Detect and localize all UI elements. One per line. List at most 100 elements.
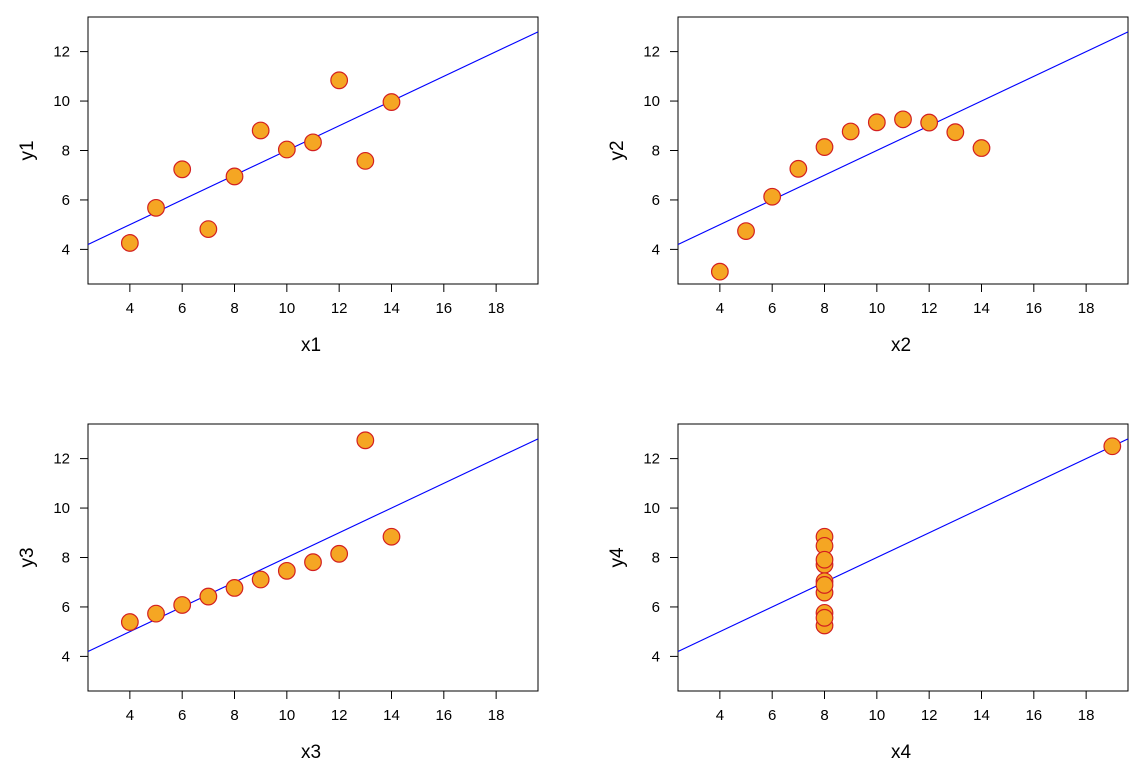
x-tick-label: 8 (230, 300, 238, 317)
data-point (894, 110, 912, 129)
plot-frame (677, 16, 1129, 285)
data-point (815, 608, 834, 627)
x-tick-label: 14 (973, 300, 990, 317)
y-tick-label: 4 (652, 241, 660, 258)
data-point (304, 133, 322, 152)
x-axis-label: x3 (301, 742, 321, 763)
data-point (251, 570, 270, 589)
data-point (789, 159, 808, 178)
y-tick-label: 12 (643, 44, 660, 61)
x-tick-label: 6 (768, 300, 776, 317)
x-tick-label: 18 (1078, 300, 1095, 317)
y-tick-label: 8 (652, 550, 660, 567)
y-tick-label: 8 (652, 143, 660, 160)
x-tick-label: 10 (278, 707, 295, 724)
data-point (120, 234, 139, 252)
data-point (120, 613, 139, 631)
y-tick-label: 6 (62, 599, 70, 616)
data-point (173, 596, 192, 614)
y-tick-label: 6 (652, 599, 660, 616)
data-point (815, 576, 834, 594)
data-point (737, 222, 755, 240)
scatter-panel-3: 4 6 8 10 12 14 16 18 4 6 8 10 12 x3 y3 (17, 423, 539, 763)
data-point (382, 527, 401, 546)
x-tick-label: 18 (1078, 707, 1095, 724)
y-tick-label: 6 (62, 192, 70, 209)
x-tick-label: 18 (488, 707, 505, 724)
data-point (841, 122, 860, 141)
y-tick-label: 12 (53, 451, 70, 468)
x-axis-label: x4 (891, 742, 912, 763)
data-point (356, 151, 375, 170)
data-point (330, 544, 349, 563)
x-tick-label: 16 (1025, 300, 1042, 317)
x-tick-label: 14 (383, 300, 400, 317)
y-axis-label: y3 (17, 547, 38, 567)
data-point (304, 553, 322, 572)
data-point (763, 187, 782, 206)
y-tick-label: 6 (652, 192, 660, 209)
x-tick-label: 8 (820, 300, 828, 317)
y-tick-label: 4 (62, 648, 70, 665)
y-tick-label: 10 (53, 93, 70, 110)
x-tick-label: 16 (435, 300, 452, 317)
regression-line (678, 31, 1128, 245)
data-point (867, 113, 886, 132)
data-point (815, 138, 834, 156)
x-tick-label: 4 (126, 300, 134, 317)
data-point (225, 579, 244, 597)
x-tick-label: 6 (178, 707, 186, 724)
x-tick-label: 10 (278, 300, 295, 317)
data-point (972, 139, 991, 157)
y-axis-label: y4 (607, 547, 628, 568)
x-tick-label: 6 (768, 707, 776, 724)
x-tick-label: 6 (178, 300, 186, 317)
x-tick-label: 18 (488, 300, 505, 317)
regression-line (678, 438, 1128, 652)
y-tick-label: 8 (62, 550, 70, 567)
x-tick-label: 12 (921, 300, 938, 317)
data-point (946, 123, 965, 142)
x-tick-label: 16 (435, 707, 452, 724)
data-point (147, 604, 165, 623)
y-tick-label: 8 (62, 143, 70, 160)
x-tick-label: 12 (331, 707, 348, 724)
x-tick-label: 14 (383, 707, 400, 724)
x-tick-label: 12 (331, 300, 348, 317)
y-tick-label: 12 (643, 451, 660, 468)
x-tick-label: 8 (230, 707, 238, 724)
data-point (199, 587, 218, 606)
data-point (920, 113, 939, 132)
y-tick-label: 10 (643, 93, 660, 110)
x-tick-label: 4 (716, 300, 724, 317)
scatter-panel-2: 4 6 8 10 12 14 16 18 4 6 8 10 12 x2 y2 (607, 16, 1129, 356)
x-tick-label: 4 (716, 707, 724, 724)
data-point (225, 167, 244, 186)
y-tick-label: 10 (643, 500, 660, 517)
data-point (710, 262, 729, 281)
y-axis-label: y1 (17, 140, 38, 160)
x-axis-label: x2 (891, 335, 911, 356)
y-tick-label: 10 (53, 500, 70, 517)
y-axis-label: y2 (607, 140, 628, 160)
x-tick-label: 14 (973, 707, 990, 724)
data-point (173, 160, 192, 179)
y-tick-label: 12 (53, 44, 70, 61)
x-tick-label: 16 (1025, 707, 1042, 724)
scatter-panel-4: 4 6 8 10 12 14 16 18 4 6 8 10 12 x4 y4 (607, 423, 1129, 763)
x-tick-label: 10 (868, 300, 885, 317)
y-tick-label: 4 (652, 648, 660, 665)
x-tick-label: 4 (126, 707, 134, 724)
x-tick-label: 8 (820, 707, 828, 724)
data-point (199, 220, 218, 239)
data-point (1103, 437, 1122, 456)
data-point (382, 93, 401, 111)
data-point (277, 561, 296, 580)
data-point (147, 198, 165, 217)
y-tick-label: 4 (62, 241, 70, 258)
data-point (277, 140, 296, 159)
x-tick-label: 12 (921, 707, 938, 724)
plot-frame (677, 423, 1129, 692)
x-tick-label: 10 (868, 707, 885, 724)
